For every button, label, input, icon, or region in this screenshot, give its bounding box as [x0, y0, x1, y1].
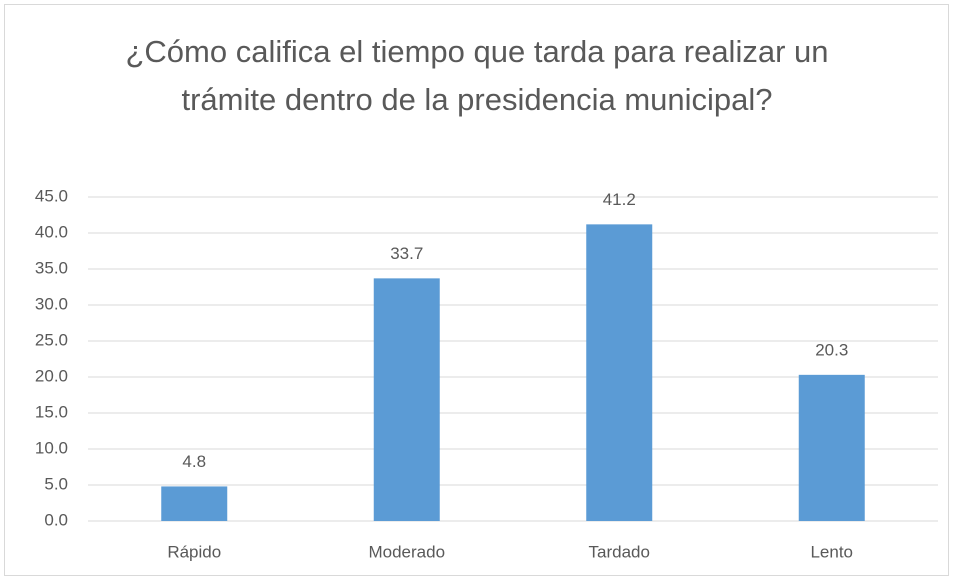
- data-label: 20.3: [815, 340, 848, 359]
- data-label: 4.8: [182, 452, 206, 471]
- y-tick-label: 35.0: [35, 258, 68, 277]
- y-tick-label: 30.0: [35, 294, 68, 313]
- bar: [798, 374, 865, 521]
- chart-title: ¿Cómo califica el tiempo que tarda para …: [125, 34, 829, 117]
- data-label: 41.2: [603, 190, 636, 209]
- y-tick-label: 40.0: [35, 222, 68, 241]
- bar: [373, 278, 440, 521]
- bar: [586, 224, 653, 522]
- y-tick-label: 20.0: [35, 366, 68, 385]
- chart-frame: [4, 4, 949, 576]
- x-tick-label: Lento: [810, 542, 853, 561]
- y-tick-label: 25.0: [35, 330, 68, 349]
- y-tick-label: 5.0: [44, 474, 68, 493]
- x-tick-label: Moderado: [368, 542, 445, 561]
- data-label: 33.7: [390, 244, 423, 263]
- x-tick-label: Tardado: [589, 542, 650, 561]
- y-tick-label: 10.0: [35, 438, 68, 457]
- bar: [161, 486, 228, 521]
- y-tick-label: 0.0: [44, 510, 68, 529]
- y-tick-label: 45.0: [35, 186, 68, 205]
- y-tick-label: 15.0: [35, 402, 68, 421]
- x-tick-label: Rápido: [167, 542, 221, 561]
